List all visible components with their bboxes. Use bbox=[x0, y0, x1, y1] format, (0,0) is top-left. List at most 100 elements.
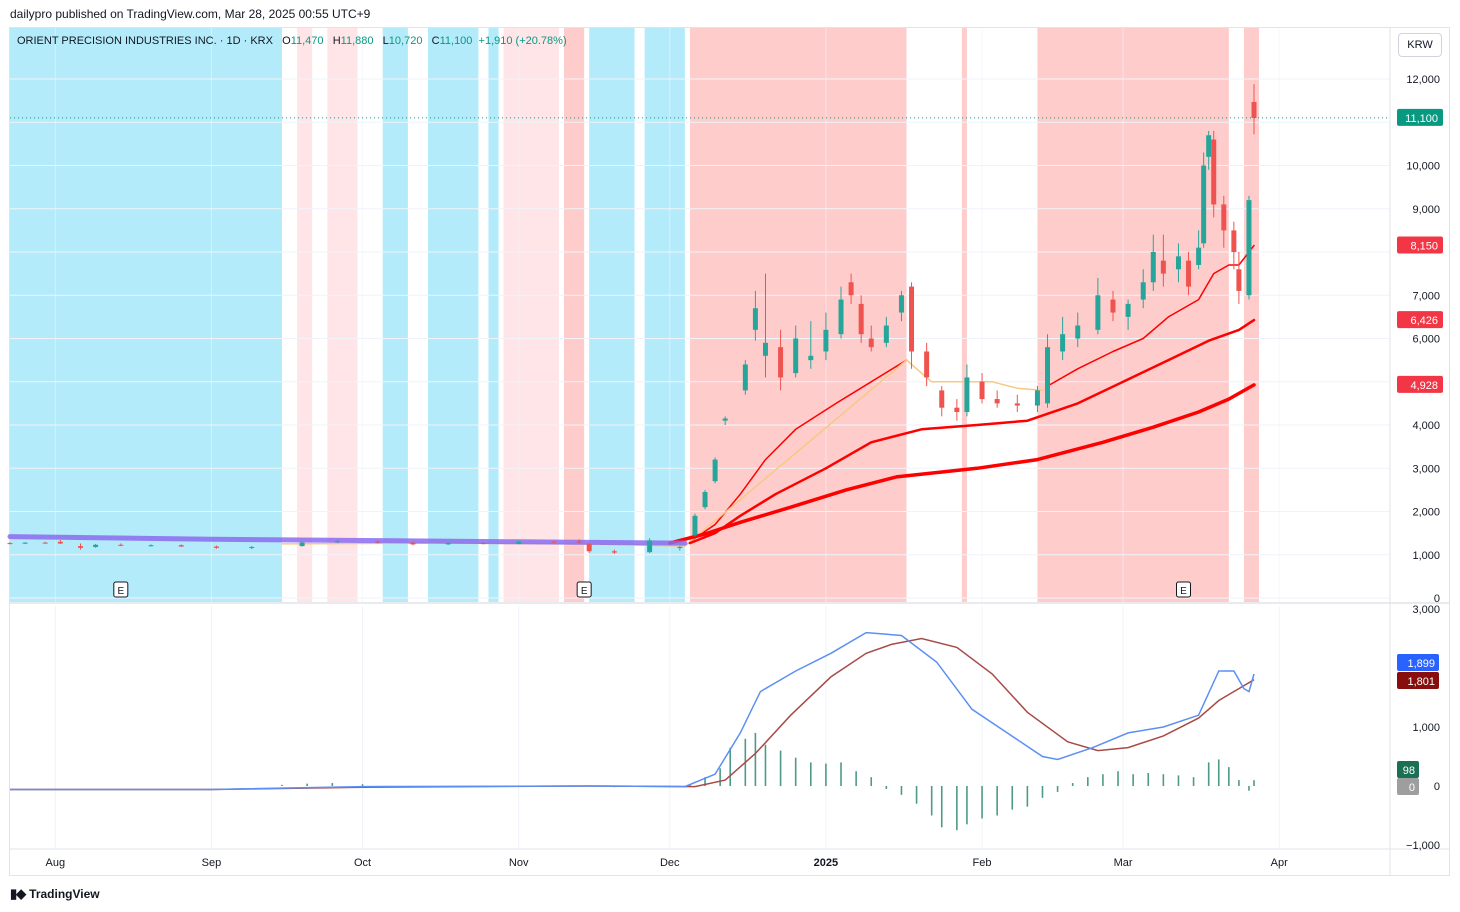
time-tick-label: Sep bbox=[202, 857, 222, 869]
candle bbox=[1060, 316, 1066, 361]
candle-body bbox=[898, 295, 904, 313]
candle-body bbox=[868, 338, 874, 348]
candle bbox=[178, 544, 184, 547]
candle-body bbox=[1095, 295, 1101, 330]
earnings-marker-box bbox=[1176, 581, 1192, 598]
legend-interval: 1D bbox=[226, 35, 241, 47]
candle bbox=[677, 546, 683, 551]
candle bbox=[576, 539, 582, 544]
candle-body bbox=[1110, 299, 1116, 313]
candle-body bbox=[1045, 347, 1051, 404]
candle bbox=[1045, 334, 1051, 408]
candle-body bbox=[677, 546, 683, 548]
macd-badge-label: 98 bbox=[1403, 765, 1415, 777]
chart-frame bbox=[9, 27, 1450, 876]
price-tick-label: 6,000 bbox=[1412, 334, 1440, 346]
macd-badge-label: 1,801 bbox=[1407, 676, 1435, 688]
macd-badge: 98 bbox=[1397, 761, 1419, 778]
candle bbox=[848, 273, 854, 304]
candle-body bbox=[1125, 303, 1131, 317]
candle-body bbox=[1221, 204, 1227, 231]
candle-body bbox=[1211, 139, 1217, 205]
time-tick-label: Apr bbox=[1271, 857, 1288, 869]
candle-body bbox=[924, 351, 930, 378]
candle bbox=[148, 544, 154, 547]
candle bbox=[1075, 312, 1081, 348]
legend-symbol-name: ORIENT PRECISION INDUSTRIES INC. bbox=[17, 35, 217, 47]
symbol-legend: ORIENT PRECISION INDUSTRIES INC. · 1D · … bbox=[17, 35, 567, 47]
candle-body bbox=[954, 407, 960, 413]
background-band bbox=[327, 28, 358, 602]
price-badge-box bbox=[1397, 108, 1443, 126]
candle-body bbox=[793, 338, 799, 374]
candle bbox=[712, 457, 718, 484]
moving-average-ema_long bbox=[668, 383, 1256, 545]
macd-tick-label: 1,000 bbox=[1412, 722, 1440, 734]
candle bbox=[586, 542, 592, 554]
candle bbox=[1034, 386, 1040, 413]
candle bbox=[1150, 234, 1156, 291]
candle-body bbox=[979, 381, 985, 400]
candle bbox=[994, 390, 1000, 408]
candle bbox=[1196, 230, 1202, 270]
candle-body bbox=[762, 342, 768, 356]
candle bbox=[692, 513, 698, 537]
legend-high-label: H bbox=[332, 35, 341, 47]
time-tick-label: 2025 bbox=[814, 857, 838, 869]
candle-body bbox=[551, 541, 557, 543]
candle bbox=[702, 489, 708, 510]
candle bbox=[516, 540, 522, 545]
tradingview-footer[interactable]: ▮◆ TradingView bbox=[10, 886, 100, 902]
time-tick-label: Nov bbox=[509, 857, 529, 869]
candle-body bbox=[118, 544, 124, 546]
price-tick-label: 10,000 bbox=[1406, 161, 1440, 173]
candle bbox=[954, 399, 960, 421]
candle-body bbox=[576, 541, 582, 543]
candle bbox=[299, 541, 305, 547]
candle bbox=[964, 364, 970, 417]
candle-body bbox=[964, 377, 970, 413]
price-badge-label: 6,426 bbox=[1410, 315, 1438, 327]
candle bbox=[1201, 152, 1207, 248]
legend-change: +1,910 (+20.78%) bbox=[478, 35, 567, 47]
macd-badge: 1,899 bbox=[1397, 654, 1439, 671]
background-band bbox=[382, 28, 408, 602]
price-tick-label: 12,000 bbox=[1406, 74, 1440, 86]
macd-line bbox=[10, 631, 1255, 791]
candle bbox=[883, 316, 889, 348]
candle bbox=[939, 386, 945, 417]
candle-body bbox=[249, 546, 255, 548]
candle bbox=[213, 545, 219, 549]
currency-button[interactable]: KRW bbox=[1398, 33, 1442, 57]
candle-body bbox=[1060, 334, 1066, 352]
candle-body bbox=[57, 541, 63, 544]
candle bbox=[722, 416, 728, 425]
candle bbox=[93, 543, 99, 548]
candle bbox=[249, 546, 255, 550]
candle-body bbox=[808, 355, 814, 361]
macd-badge: 1,801 bbox=[1397, 672, 1439, 689]
time-tick-label: Dec bbox=[660, 857, 680, 869]
price-badge-label: 4,928 bbox=[1410, 380, 1438, 392]
candle-body bbox=[939, 390, 945, 408]
time-tick-label: Aug bbox=[46, 857, 66, 869]
candle bbox=[793, 325, 799, 378]
candle-body bbox=[42, 542, 48, 544]
macd-badge-box bbox=[1397, 672, 1439, 689]
macd-badge: 0 bbox=[1397, 778, 1419, 795]
candle-body bbox=[858, 303, 864, 335]
price-badge: 8,150 bbox=[1397, 236, 1443, 254]
candle-body bbox=[742, 364, 748, 391]
price-badge-label: 8,150 bbox=[1410, 241, 1438, 253]
candle-body bbox=[445, 543, 451, 545]
background-band bbox=[564, 28, 585, 602]
candle-body bbox=[883, 325, 889, 343]
candle-body bbox=[480, 543, 486, 545]
macd-badge-box bbox=[1397, 761, 1419, 778]
legend-open-value: 11,470 bbox=[290, 35, 324, 47]
candle bbox=[858, 295, 864, 343]
candle bbox=[1110, 290, 1116, 322]
candle-body bbox=[838, 299, 844, 335]
candle bbox=[752, 290, 758, 341]
